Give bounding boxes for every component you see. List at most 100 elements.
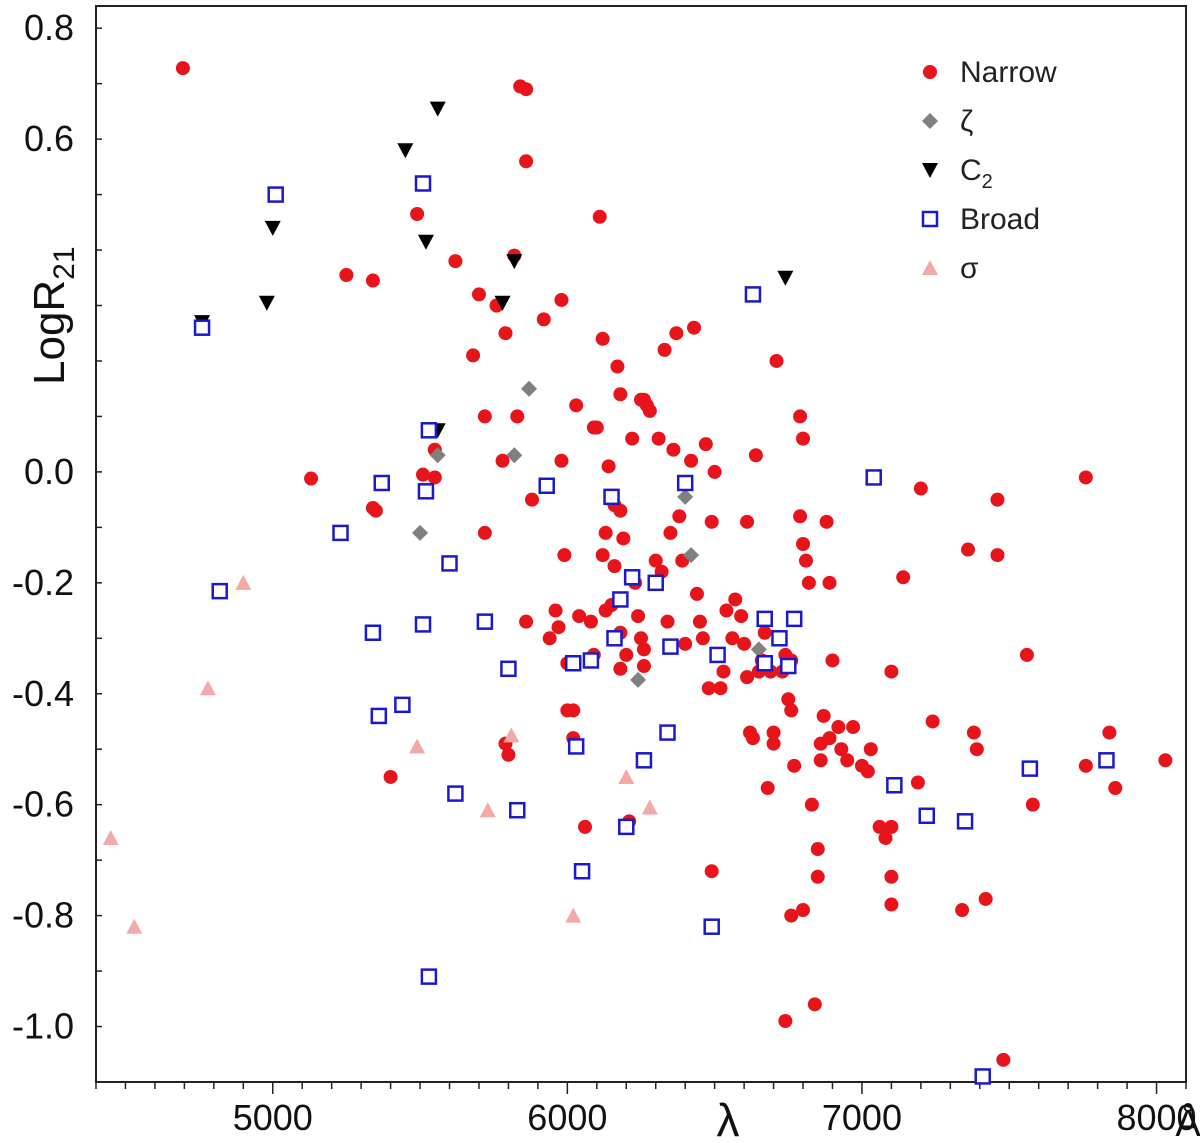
data-point bbox=[625, 431, 640, 446]
data-point bbox=[990, 492, 1005, 507]
data-point bbox=[476, 613, 494, 630]
data-point bbox=[521, 380, 538, 397]
data-point bbox=[586, 420, 601, 435]
data-point bbox=[566, 703, 581, 718]
data-point bbox=[978, 891, 993, 906]
y-tick-label: 0.0 bbox=[24, 451, 74, 492]
data-point bbox=[414, 175, 432, 192]
data-point bbox=[884, 897, 899, 912]
data-point bbox=[872, 819, 887, 834]
data-point bbox=[409, 738, 426, 754]
data-point bbox=[910, 775, 925, 790]
data-point bbox=[417, 483, 435, 500]
series-triangle-up bbox=[102, 574, 658, 934]
data-point bbox=[804, 797, 819, 812]
data-point bbox=[612, 591, 629, 608]
data-point bbox=[601, 459, 616, 474]
data-point bbox=[884, 664, 899, 679]
data-point bbox=[713, 681, 728, 696]
data-point bbox=[647, 574, 664, 592]
data-points bbox=[102, 61, 1173, 1085]
legend-label: Narrow bbox=[960, 56, 1057, 89]
data-point bbox=[578, 819, 593, 834]
data-point bbox=[807, 997, 822, 1012]
x-tick-labels: 5000 6000 7000 8000 bbox=[233, 1097, 1197, 1138]
data-point bbox=[417, 234, 434, 250]
data-point bbox=[199, 680, 216, 696]
data-point bbox=[996, 1052, 1011, 1067]
data-point bbox=[913, 481, 928, 496]
legend-marker bbox=[922, 163, 938, 178]
data-point bbox=[631, 609, 646, 624]
data-point bbox=[634, 392, 648, 407]
data-point bbox=[810, 842, 825, 857]
data-point bbox=[886, 777, 903, 794]
data-point bbox=[503, 727, 520, 743]
data-point bbox=[509, 801, 526, 819]
data-point bbox=[565, 907, 582, 923]
data-point bbox=[813, 753, 828, 768]
data-point bbox=[745, 731, 760, 746]
data-point bbox=[771, 630, 788, 647]
data-point bbox=[368, 503, 383, 518]
data-point bbox=[725, 631, 740, 646]
data-point bbox=[798, 553, 813, 568]
data-point bbox=[663, 525, 678, 540]
data-point bbox=[966, 725, 981, 740]
data-point bbox=[414, 616, 432, 633]
data-point bbox=[955, 903, 970, 918]
x-tick-label: 5000 bbox=[233, 1097, 313, 1138]
plot-frame bbox=[95, 5, 1187, 1083]
legend-label: C2 bbox=[960, 154, 993, 193]
data-point bbox=[840, 753, 855, 768]
data-point bbox=[780, 657, 797, 675]
legend-label-text: σ bbox=[960, 252, 979, 285]
data-point bbox=[536, 312, 551, 327]
data-point bbox=[865, 469, 882, 486]
data-point bbox=[466, 348, 481, 363]
data-point bbox=[692, 614, 707, 629]
legend-label-text: C bbox=[960, 154, 982, 187]
data-point bbox=[701, 681, 716, 696]
data-point bbox=[471, 287, 486, 302]
data-point bbox=[707, 464, 722, 479]
data-point bbox=[816, 708, 831, 723]
data-point bbox=[884, 869, 899, 884]
data-point bbox=[506, 254, 523, 270]
legend-marker bbox=[922, 260, 938, 275]
data-point bbox=[557, 548, 572, 563]
data-point bbox=[793, 509, 808, 524]
data-point bbox=[834, 742, 849, 757]
data-point bbox=[669, 326, 684, 341]
data-point bbox=[651, 431, 666, 446]
data-point bbox=[441, 555, 458, 572]
data-point bbox=[878, 830, 893, 845]
data-point bbox=[1098, 752, 1115, 769]
data-point bbox=[412, 524, 429, 541]
data-point bbox=[420, 422, 438, 439]
data-point bbox=[635, 752, 653, 769]
data-point bbox=[740, 514, 755, 529]
data-point bbox=[175, 61, 190, 76]
data-point bbox=[704, 514, 719, 529]
data-point bbox=[956, 813, 974, 830]
data-point bbox=[863, 742, 878, 757]
data-point bbox=[969, 742, 984, 757]
data-point bbox=[990, 548, 1005, 563]
data-point bbox=[918, 807, 936, 825]
data-point bbox=[548, 603, 563, 618]
data-point bbox=[264, 220, 281, 236]
data-point bbox=[258, 295, 275, 311]
legend-item: C2 bbox=[922, 154, 993, 193]
data-point bbox=[657, 342, 672, 357]
data-point bbox=[793, 409, 808, 424]
data-point bbox=[479, 802, 496, 818]
data-point bbox=[500, 660, 517, 678]
legend-label-text: Broad bbox=[960, 203, 1040, 236]
data-point bbox=[698, 437, 713, 452]
legend-item: ζ bbox=[922, 105, 973, 138]
data-point bbox=[613, 661, 628, 676]
data-point bbox=[582, 652, 600, 669]
data-point bbox=[554, 453, 569, 468]
data-point bbox=[687, 320, 702, 335]
